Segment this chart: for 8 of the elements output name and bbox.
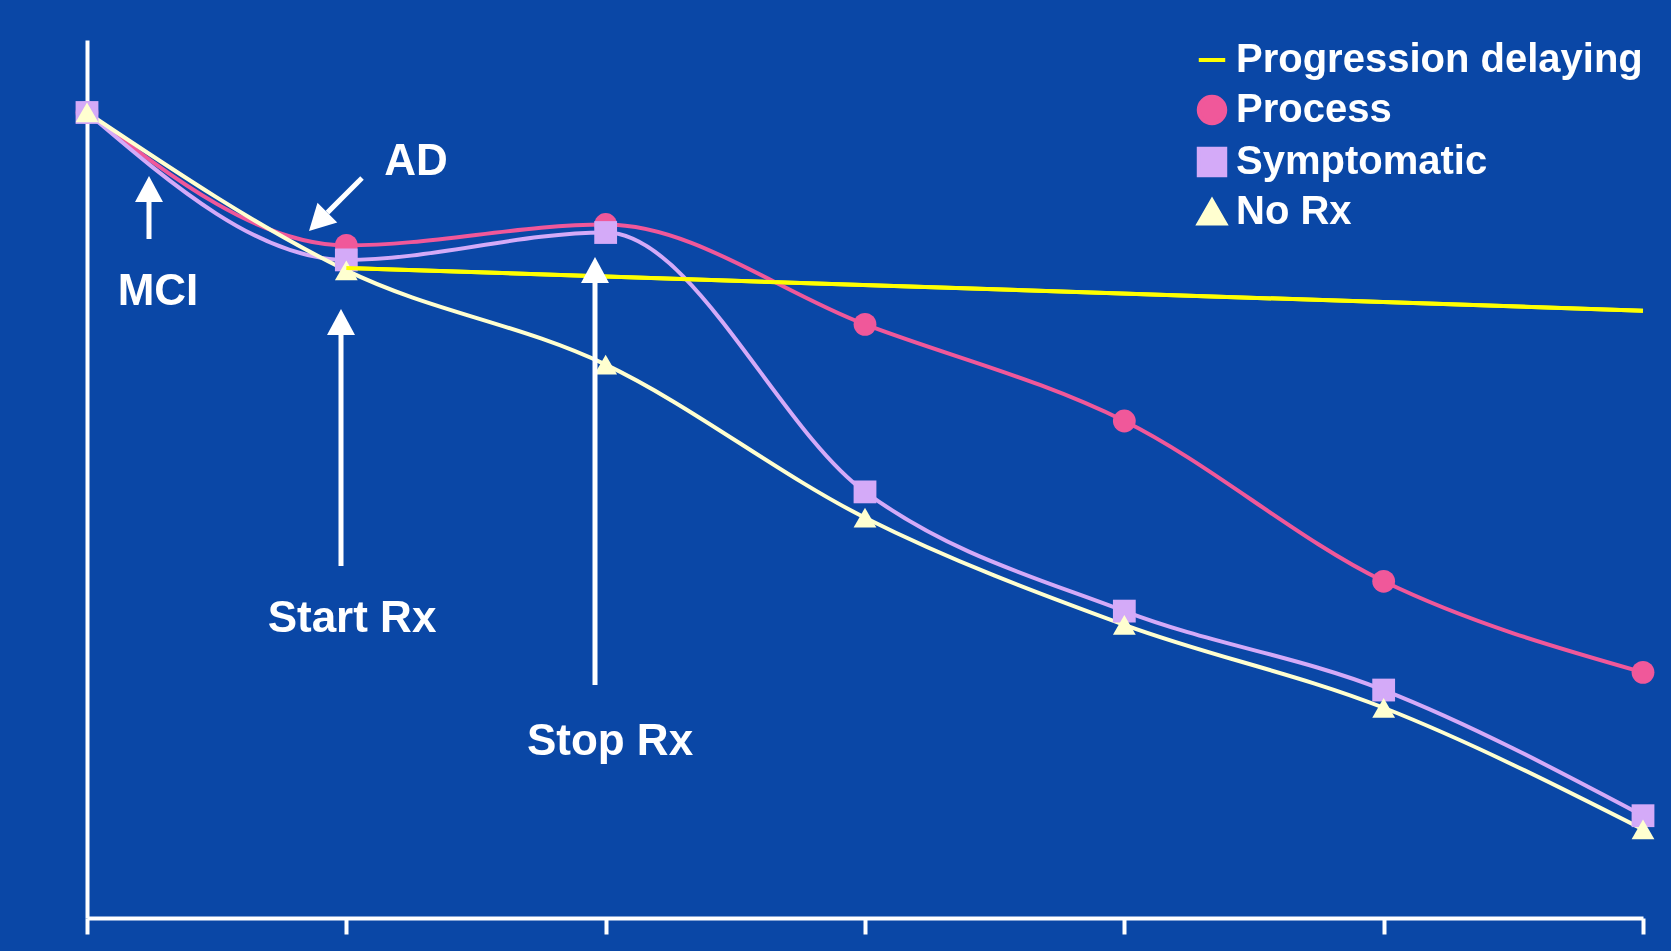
annotation: MCI	[117, 265, 199, 314]
annotation: AD	[384, 135, 448, 184]
legend-label: Symptomatic	[1236, 138, 1488, 182]
legend-label: No Rx	[1236, 188, 1352, 232]
annotation: Start Rx	[267, 592, 437, 641]
legend-label: Process	[1236, 86, 1392, 130]
annotation: Stop Rx	[526, 715, 694, 764]
legend-label: Progression delaying	[1236, 36, 1643, 80]
